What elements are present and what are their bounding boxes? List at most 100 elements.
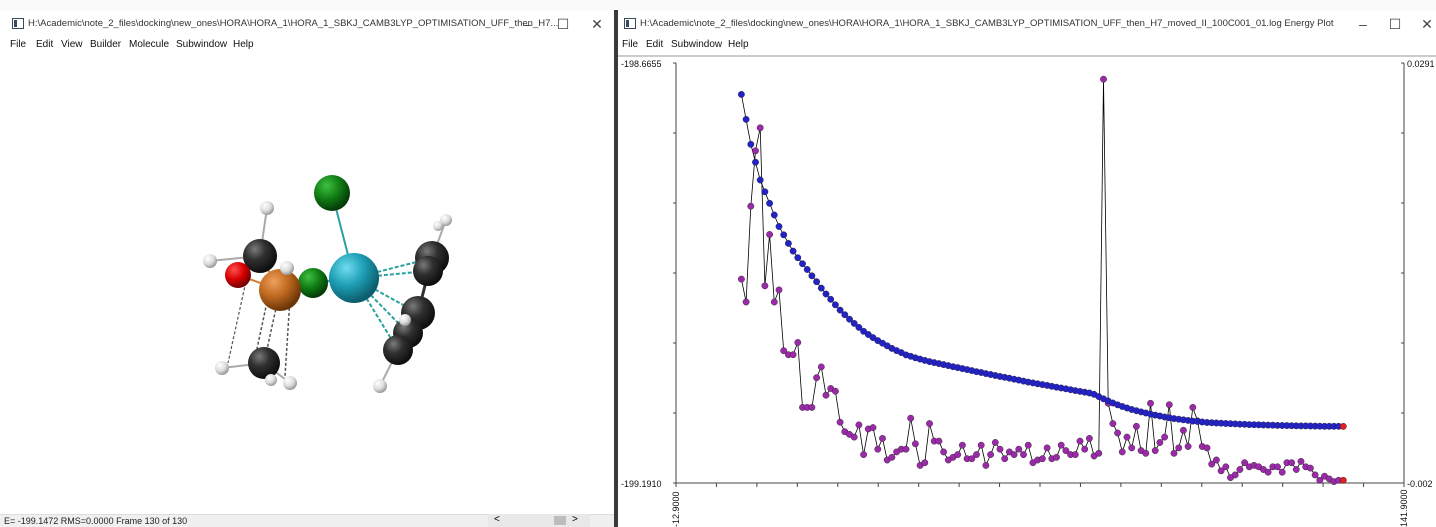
hydrogen-atom <box>399 314 411 326</box>
gradient-point <box>1222 463 1230 471</box>
oxygen-atom <box>225 262 251 288</box>
energy-point <box>738 91 745 98</box>
gradient-point <box>1118 448 1126 456</box>
close-button[interactable]: ✕ <box>1421 16 1433 32</box>
gradient-point <box>742 298 750 306</box>
energy-point <box>747 140 755 148</box>
maximize-button[interactable]: ☐ <box>1388 16 1402 32</box>
window-title: H:\Academic\note_2_files\docking\new_one… <box>28 18 559 29</box>
molecule-viewer-window: H:\Academic\note_2_files\docking\new_one… <box>0 10 614 527</box>
atoms <box>203 175 452 393</box>
gradient-point <box>1095 449 1103 457</box>
gradient-point <box>1001 455 1009 463</box>
energy-point <box>1339 422 1347 430</box>
gradient-point <box>761 282 769 290</box>
energy-point <box>836 306 844 314</box>
gradient-point <box>789 351 797 359</box>
axis-ticks <box>673 62 1405 487</box>
gradient-point <box>1142 449 1150 457</box>
gradient-point <box>1311 471 1319 479</box>
energy-point <box>831 301 839 309</box>
menu-molecule[interactable]: Molecule <box>129 39 170 50</box>
hydrogen-atom <box>433 221 443 231</box>
gradient-point <box>1081 445 1089 453</box>
x-axis-left-label: -12.9000 <box>671 491 681 527</box>
gradient-point <box>982 461 990 469</box>
gradient-point <box>874 445 882 453</box>
gradient-point <box>1128 444 1136 452</box>
gradient-point <box>1217 467 1225 475</box>
menu-builder[interactable]: Builder <box>90 39 122 50</box>
gradient-point <box>1339 476 1347 484</box>
scroll-left-arrow[interactable]: < <box>494 514 500 525</box>
hydrogen-atom <box>260 201 274 215</box>
hydrogen-atom <box>215 361 229 375</box>
menu-help[interactable]: Help <box>728 39 749 50</box>
right-axis-top-label: 0.0291 <box>1407 59 1435 69</box>
energy-point <box>841 311 849 319</box>
gradient-point <box>1123 433 1131 441</box>
carbon-atom <box>383 335 413 365</box>
menu-file[interactable]: File <box>10 39 27 50</box>
molecule-viewport[interactable] <box>0 58 614 513</box>
menubar: File Edit Subwindow Help <box>618 38 1436 53</box>
gradient-point <box>1231 471 1239 479</box>
energy-point <box>817 284 825 292</box>
gradient-point <box>1156 439 1164 446</box>
maximize-button[interactable]: ☐ <box>556 16 570 32</box>
right-axis-bottom-label: -0.002 <box>1407 479 1433 489</box>
menu-edit[interactable]: Edit <box>36 39 54 50</box>
gradient-point <box>752 147 759 155</box>
menu-subwindow[interactable]: Subwindow <box>671 39 723 50</box>
gradient-point <box>973 451 980 458</box>
scroll-right-arrow[interactable]: > <box>572 514 578 525</box>
gradient-point <box>1038 455 1046 463</box>
energy-point <box>780 231 788 239</box>
energy-point <box>799 260 806 268</box>
gradient-point <box>935 437 943 445</box>
gradient-point <box>888 453 896 461</box>
energy-point <box>803 266 811 273</box>
menubar: File Edit View Builder Molecule Subwindo… <box>0 38 614 53</box>
left-axis-bottom-label: -199.1910 <box>621 479 662 489</box>
gradient-point <box>855 421 863 429</box>
energy-plot[interactable]: -198.6655 -199.1910 0.0291 -0.002 -12.90… <box>618 55 1436 527</box>
gradient-point <box>831 387 839 395</box>
energy-point <box>742 116 750 123</box>
close-button[interactable]: ✕ <box>591 16 603 32</box>
gradient-point <box>1274 463 1281 471</box>
gradient-point <box>911 440 919 448</box>
gradient-point <box>958 441 966 449</box>
gradient-point <box>822 391 830 399</box>
hydrogen-atom <box>265 374 277 386</box>
minimize-button[interactable]: – <box>523 16 531 32</box>
hydrogen-atom <box>203 254 217 268</box>
gradient-point <box>1288 459 1295 467</box>
window-divider <box>614 10 618 527</box>
gradient-point <box>1151 447 1159 454</box>
gradient-point <box>921 459 929 467</box>
chlorine-bridge-atom <box>298 268 328 298</box>
menu-subwindow[interactable]: Subwindow <box>176 39 228 50</box>
gradient-point <box>813 374 821 382</box>
gradient-point <box>1133 422 1140 430</box>
gradient-point <box>1307 464 1314 472</box>
titlebar[interactable]: H:\Academic\note_2_files\docking\new_one… <box>618 10 1436 38</box>
gradient-point <box>1076 437 1084 445</box>
menu-edit[interactable]: Edit <box>646 39 664 50</box>
horizontal-scrollbar[interactable]: < > <box>488 514 590 527</box>
gradient-point <box>996 445 1004 453</box>
energy-point <box>864 331 872 338</box>
gradient-point <box>1208 460 1216 468</box>
gradient-point <box>1189 403 1197 411</box>
menu-help[interactable]: Help <box>233 39 254 50</box>
minimize-button[interactable]: – <box>1359 16 1367 32</box>
gradient-point <box>1062 447 1070 454</box>
gradient-point <box>1297 457 1305 465</box>
scroll-thumb[interactable] <box>554 516 566 525</box>
menu-file[interactable]: File <box>622 39 639 50</box>
gradient-point <box>747 202 755 210</box>
titlebar[interactable]: H:\Academic\note_2_files\docking\new_one… <box>0 10 614 38</box>
menu-view[interactable]: View <box>61 39 83 50</box>
gradient-point <box>1184 443 1192 450</box>
